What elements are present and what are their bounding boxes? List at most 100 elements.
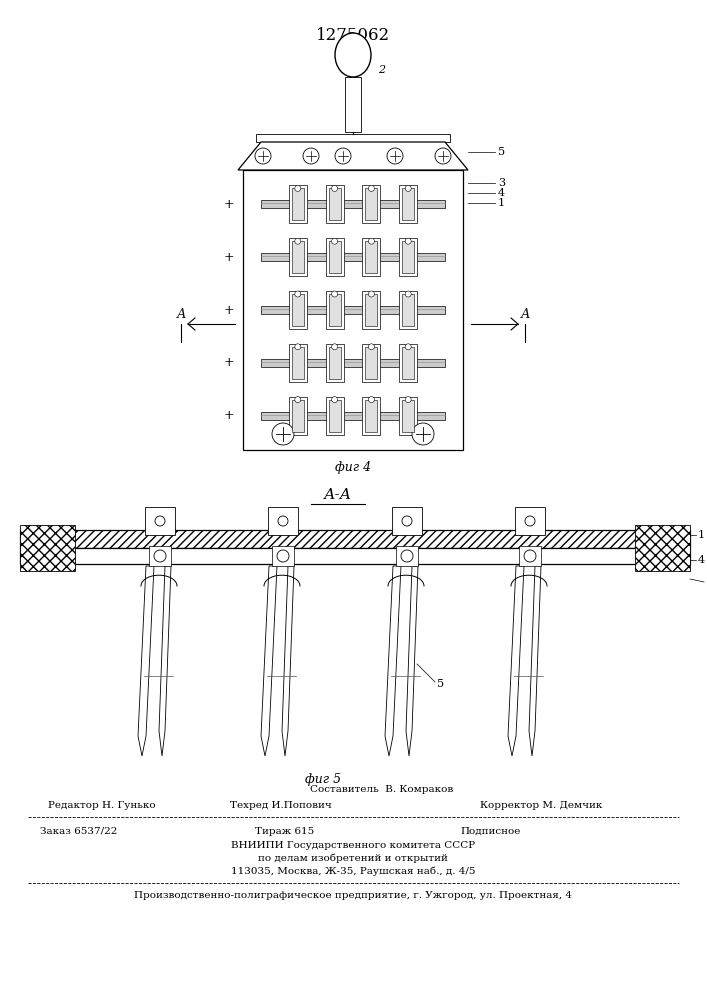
Bar	[399, 238, 417, 276]
Bar	[20, 530, 690, 548]
Bar	[243, 170, 463, 450]
Circle shape	[303, 148, 319, 164]
Text: 4: 4	[498, 188, 505, 198]
Text: Подписное: Подписное	[460, 826, 520, 836]
Text: ВНИИПИ Государственного комитета СССР: ВНИИПИ Государственного комитета СССР	[231, 840, 475, 850]
Bar	[399, 344, 417, 382]
Bar	[366, 400, 378, 432]
Text: 5: 5	[437, 679, 444, 689]
Circle shape	[295, 291, 300, 297]
Text: 1: 1	[698, 530, 705, 540]
Bar	[292, 347, 304, 379]
Circle shape	[368, 397, 375, 403]
Bar	[329, 347, 341, 379]
Circle shape	[405, 397, 411, 403]
Bar	[20, 525, 75, 571]
Bar	[326, 397, 344, 435]
Bar	[329, 294, 341, 326]
Bar	[288, 185, 307, 223]
Bar	[366, 294, 378, 326]
Bar	[402, 400, 414, 432]
Circle shape	[295, 238, 300, 244]
Bar	[345, 77, 361, 132]
Text: 1: 1	[498, 198, 505, 208]
Circle shape	[335, 148, 351, 164]
Circle shape	[405, 344, 411, 350]
Text: Составитель  В. Комраков: Составитель В. Комраков	[310, 786, 453, 794]
Text: 3: 3	[706, 579, 707, 589]
Circle shape	[277, 550, 289, 562]
Bar	[288, 344, 307, 382]
Text: фиг 5: фиг 5	[305, 772, 341, 786]
Bar	[326, 238, 344, 276]
Polygon shape	[508, 566, 524, 756]
Circle shape	[332, 238, 338, 244]
Bar	[292, 188, 304, 220]
Text: +: +	[223, 198, 234, 211]
Bar	[326, 291, 344, 329]
Bar	[292, 241, 304, 273]
Circle shape	[368, 291, 375, 297]
Circle shape	[272, 423, 294, 445]
Text: Заказ 6537/22: Заказ 6537/22	[40, 826, 117, 836]
Text: фиг 4: фиг 4	[335, 462, 371, 475]
Text: +: +	[223, 251, 234, 264]
Circle shape	[295, 185, 300, 191]
Circle shape	[278, 516, 288, 526]
Polygon shape	[282, 566, 294, 756]
Circle shape	[405, 238, 411, 244]
Bar	[399, 397, 417, 435]
Circle shape	[332, 185, 338, 191]
Ellipse shape	[335, 33, 371, 77]
Circle shape	[405, 185, 411, 191]
Bar	[366, 241, 378, 273]
Bar	[329, 400, 341, 432]
Bar	[363, 238, 380, 276]
Bar	[363, 397, 380, 435]
Text: 1275062: 1275062	[316, 26, 390, 43]
Bar	[261, 306, 445, 314]
Bar	[272, 546, 294, 566]
Circle shape	[435, 148, 451, 164]
Text: 3: 3	[498, 178, 505, 188]
Bar	[326, 185, 344, 223]
Circle shape	[412, 423, 434, 445]
Text: Техред И.Попович: Техред И.Попович	[230, 802, 332, 810]
Circle shape	[387, 148, 403, 164]
Circle shape	[401, 550, 413, 562]
Text: Тираж 615: Тираж 615	[255, 826, 314, 836]
Bar	[292, 400, 304, 432]
Bar	[288, 291, 307, 329]
Polygon shape	[159, 566, 171, 756]
Bar	[326, 344, 344, 382]
Polygon shape	[138, 566, 154, 756]
Polygon shape	[385, 566, 401, 756]
Bar	[365, 148, 427, 158]
Bar	[402, 241, 414, 273]
Circle shape	[525, 516, 535, 526]
Bar	[292, 294, 304, 326]
Text: Редактор Н. Гунько: Редактор Н. Гунько	[48, 802, 156, 810]
Bar	[278, 148, 340, 158]
Circle shape	[402, 516, 412, 526]
Circle shape	[368, 185, 375, 191]
Bar	[515, 507, 545, 535]
Bar	[329, 241, 341, 273]
Polygon shape	[238, 142, 468, 170]
Circle shape	[332, 291, 338, 297]
Bar	[363, 185, 380, 223]
Bar	[519, 546, 541, 566]
Polygon shape	[406, 566, 418, 756]
Text: А-А: А-А	[324, 488, 352, 502]
Polygon shape	[529, 566, 541, 756]
Circle shape	[524, 550, 536, 562]
Circle shape	[255, 148, 271, 164]
Text: 2: 2	[378, 65, 385, 75]
Bar	[635, 525, 690, 571]
Bar	[288, 238, 307, 276]
Bar	[268, 507, 298, 535]
Bar	[399, 185, 417, 223]
Text: +: +	[223, 409, 234, 422]
Bar	[261, 253, 445, 261]
Text: +: +	[223, 304, 234, 316]
